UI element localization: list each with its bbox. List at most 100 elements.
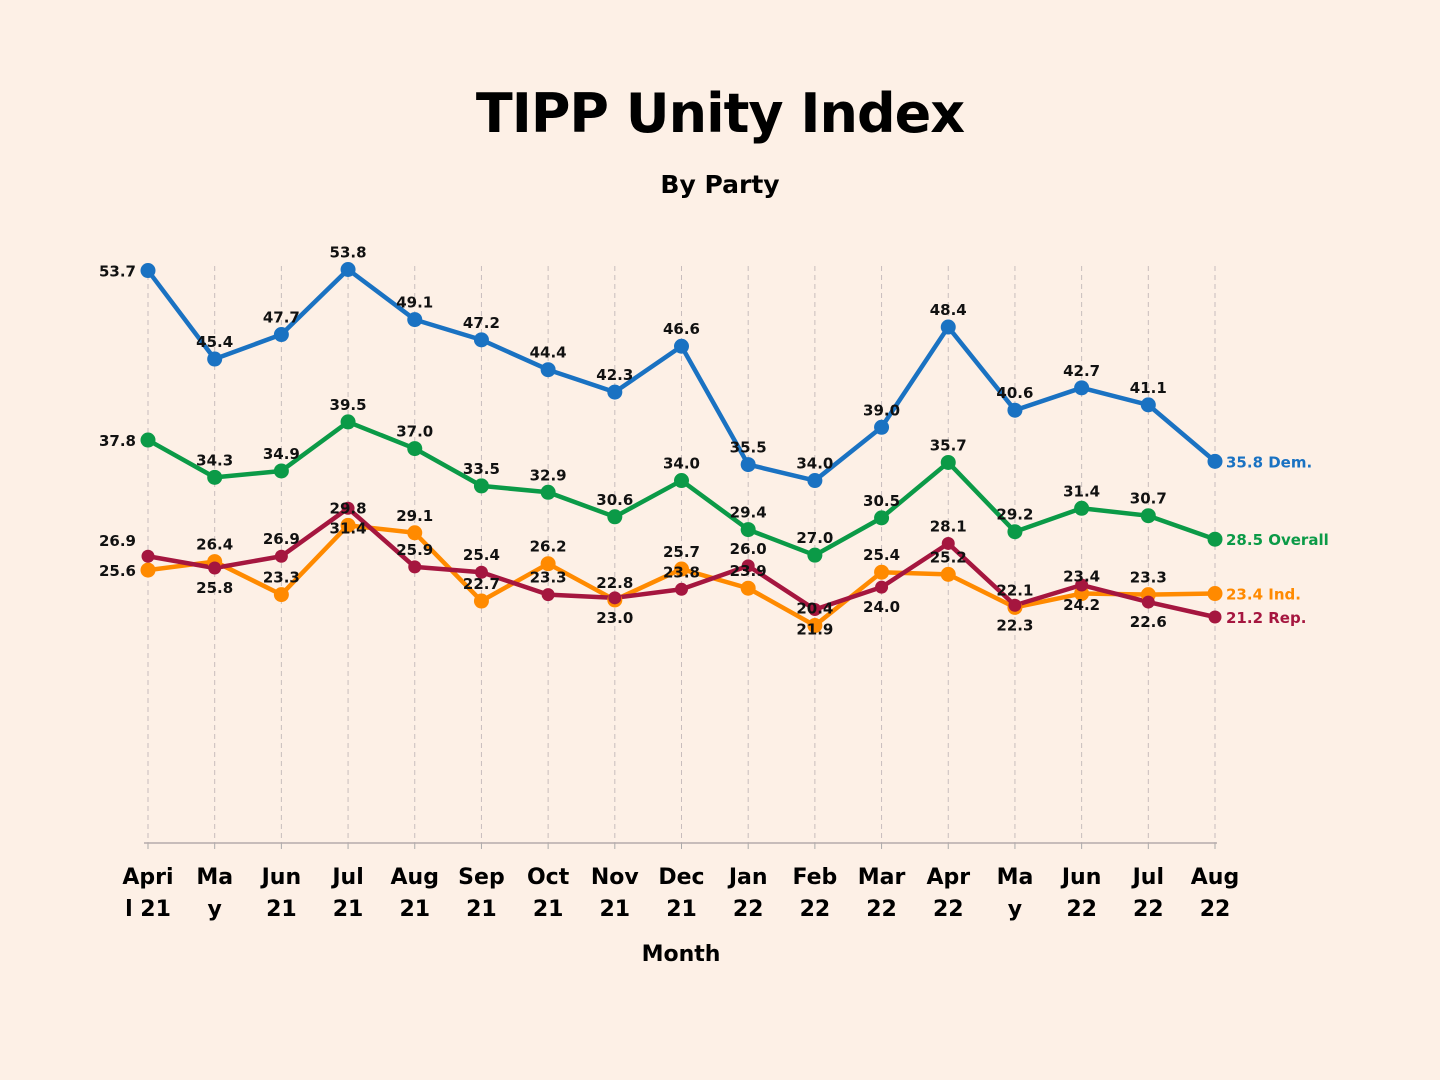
data-label: 23.4 — [1063, 568, 1100, 586]
data-label: 35.5 — [730, 439, 767, 457]
data-label: 22.8 — [596, 574, 633, 592]
data-label: 25.6 — [99, 562, 136, 580]
x-tick-label: 21 — [533, 897, 564, 922]
data-label: 27.0 — [796, 529, 833, 547]
data-point — [407, 525, 423, 541]
data-point — [140, 562, 156, 578]
data-point — [341, 501, 355, 515]
data-label: 22.3 — [996, 616, 1033, 634]
x-tick-label: Ma — [997, 865, 1034, 890]
data-label: 22.6 — [1130, 613, 1167, 631]
data-point — [408, 560, 422, 574]
chart-title: TIPP Unity Index — [475, 82, 965, 145]
data-point — [473, 593, 489, 609]
x-tick-label: 21 — [333, 897, 364, 922]
data-label: 37.8 — [99, 432, 136, 450]
x-tick-label: Sep — [458, 865, 505, 890]
data-point — [740, 522, 756, 538]
data-label: 46.6 — [663, 320, 700, 338]
data-point — [807, 547, 823, 563]
data-label: 23.0 — [596, 609, 633, 627]
x-tick-label: 21 — [466, 897, 497, 922]
data-point — [807, 618, 823, 634]
data-label: 44.4 — [530, 344, 567, 362]
data-point — [674, 473, 689, 489]
data-point — [940, 566, 956, 582]
data-label: 25.9 — [396, 541, 433, 559]
data-point — [273, 587, 289, 603]
data-label: 23.3 — [263, 569, 300, 587]
x-tick-label: 22 — [1133, 897, 1164, 922]
data-label: 22.1 — [996, 581, 1033, 599]
data-point — [140, 432, 156, 448]
data-point — [808, 603, 822, 617]
data-point — [273, 327, 289, 343]
data-label: 26.2 — [530, 538, 567, 556]
x-tick-label: 22 — [1200, 897, 1231, 922]
data-point — [1140, 397, 1156, 413]
x-tick-label: 21 — [600, 897, 631, 922]
data-point — [541, 588, 555, 602]
data-point — [540, 484, 556, 500]
data-point — [674, 338, 689, 354]
x-tick-label: 22 — [1066, 897, 1097, 922]
x-tick-label: Dec — [658, 865, 704, 890]
data-label: 26.4 — [196, 536, 233, 554]
x-tick-label: Mar — [858, 865, 906, 890]
data-point — [207, 469, 223, 485]
x-tick-label: Jun — [1060, 865, 1102, 890]
data-label: 39.5 — [330, 396, 367, 414]
x-tick-label: 21 — [266, 897, 297, 922]
data-label: 49.1 — [396, 294, 433, 312]
data-label: 22.7 — [463, 575, 500, 593]
data-point — [1140, 508, 1156, 524]
data-point — [540, 556, 556, 572]
data-point — [674, 561, 689, 577]
points-layer — [140, 261, 1223, 634]
data-label: 35.7 — [930, 436, 967, 454]
data-point — [607, 384, 623, 400]
data-label: 26.0 — [730, 540, 767, 558]
data-label: 37.0 — [396, 423, 433, 441]
x-tick-label: 22 — [933, 897, 964, 922]
data-label: 33.5 — [463, 460, 500, 478]
data-label: 47.7 — [263, 309, 300, 327]
data-label: 29.8 — [330, 499, 367, 517]
data-point — [1008, 598, 1022, 612]
x-tick-label: Apr — [926, 865, 970, 890]
data-point — [874, 419, 890, 435]
data-label: 30.5 — [863, 492, 900, 510]
data-label: 34.0 — [796, 455, 833, 473]
data-point — [940, 454, 956, 470]
x-tick-label: Jul — [330, 865, 363, 890]
data-point — [1007, 524, 1023, 540]
data-label: 47.2 — [463, 314, 500, 332]
data-label: 34.9 — [263, 445, 300, 463]
data-point — [340, 414, 356, 430]
data-label: 29.2 — [996, 506, 1033, 524]
x-tick-label: Ma — [196, 865, 233, 890]
data-point — [1074, 380, 1090, 396]
x-tick-label: l 21 — [125, 897, 171, 922]
data-point — [1141, 595, 1155, 609]
data-point — [940, 319, 956, 335]
data-point — [407, 441, 423, 457]
data-label: 24.2 — [1063, 596, 1100, 614]
data-point — [874, 510, 890, 526]
data-point — [874, 564, 890, 580]
x-tick-label: Nov — [591, 865, 640, 890]
data-point — [340, 517, 356, 533]
data-point — [807, 473, 823, 489]
x-tick-label: 22 — [733, 897, 764, 922]
data-point — [1207, 586, 1223, 602]
series-end-label: 23.4 Ind. — [1226, 586, 1301, 604]
data-label: 25.7 — [663, 543, 700, 561]
data-point — [141, 549, 155, 563]
data-point — [607, 509, 623, 525]
data-point — [207, 351, 223, 367]
x-tick-label: 22 — [866, 897, 897, 922]
x-tick-label: Feb — [792, 865, 837, 890]
data-label: 28.1 — [930, 517, 967, 535]
chart-subtitle: By Party — [660, 170, 780, 199]
data-label: 53.8 — [330, 243, 367, 261]
